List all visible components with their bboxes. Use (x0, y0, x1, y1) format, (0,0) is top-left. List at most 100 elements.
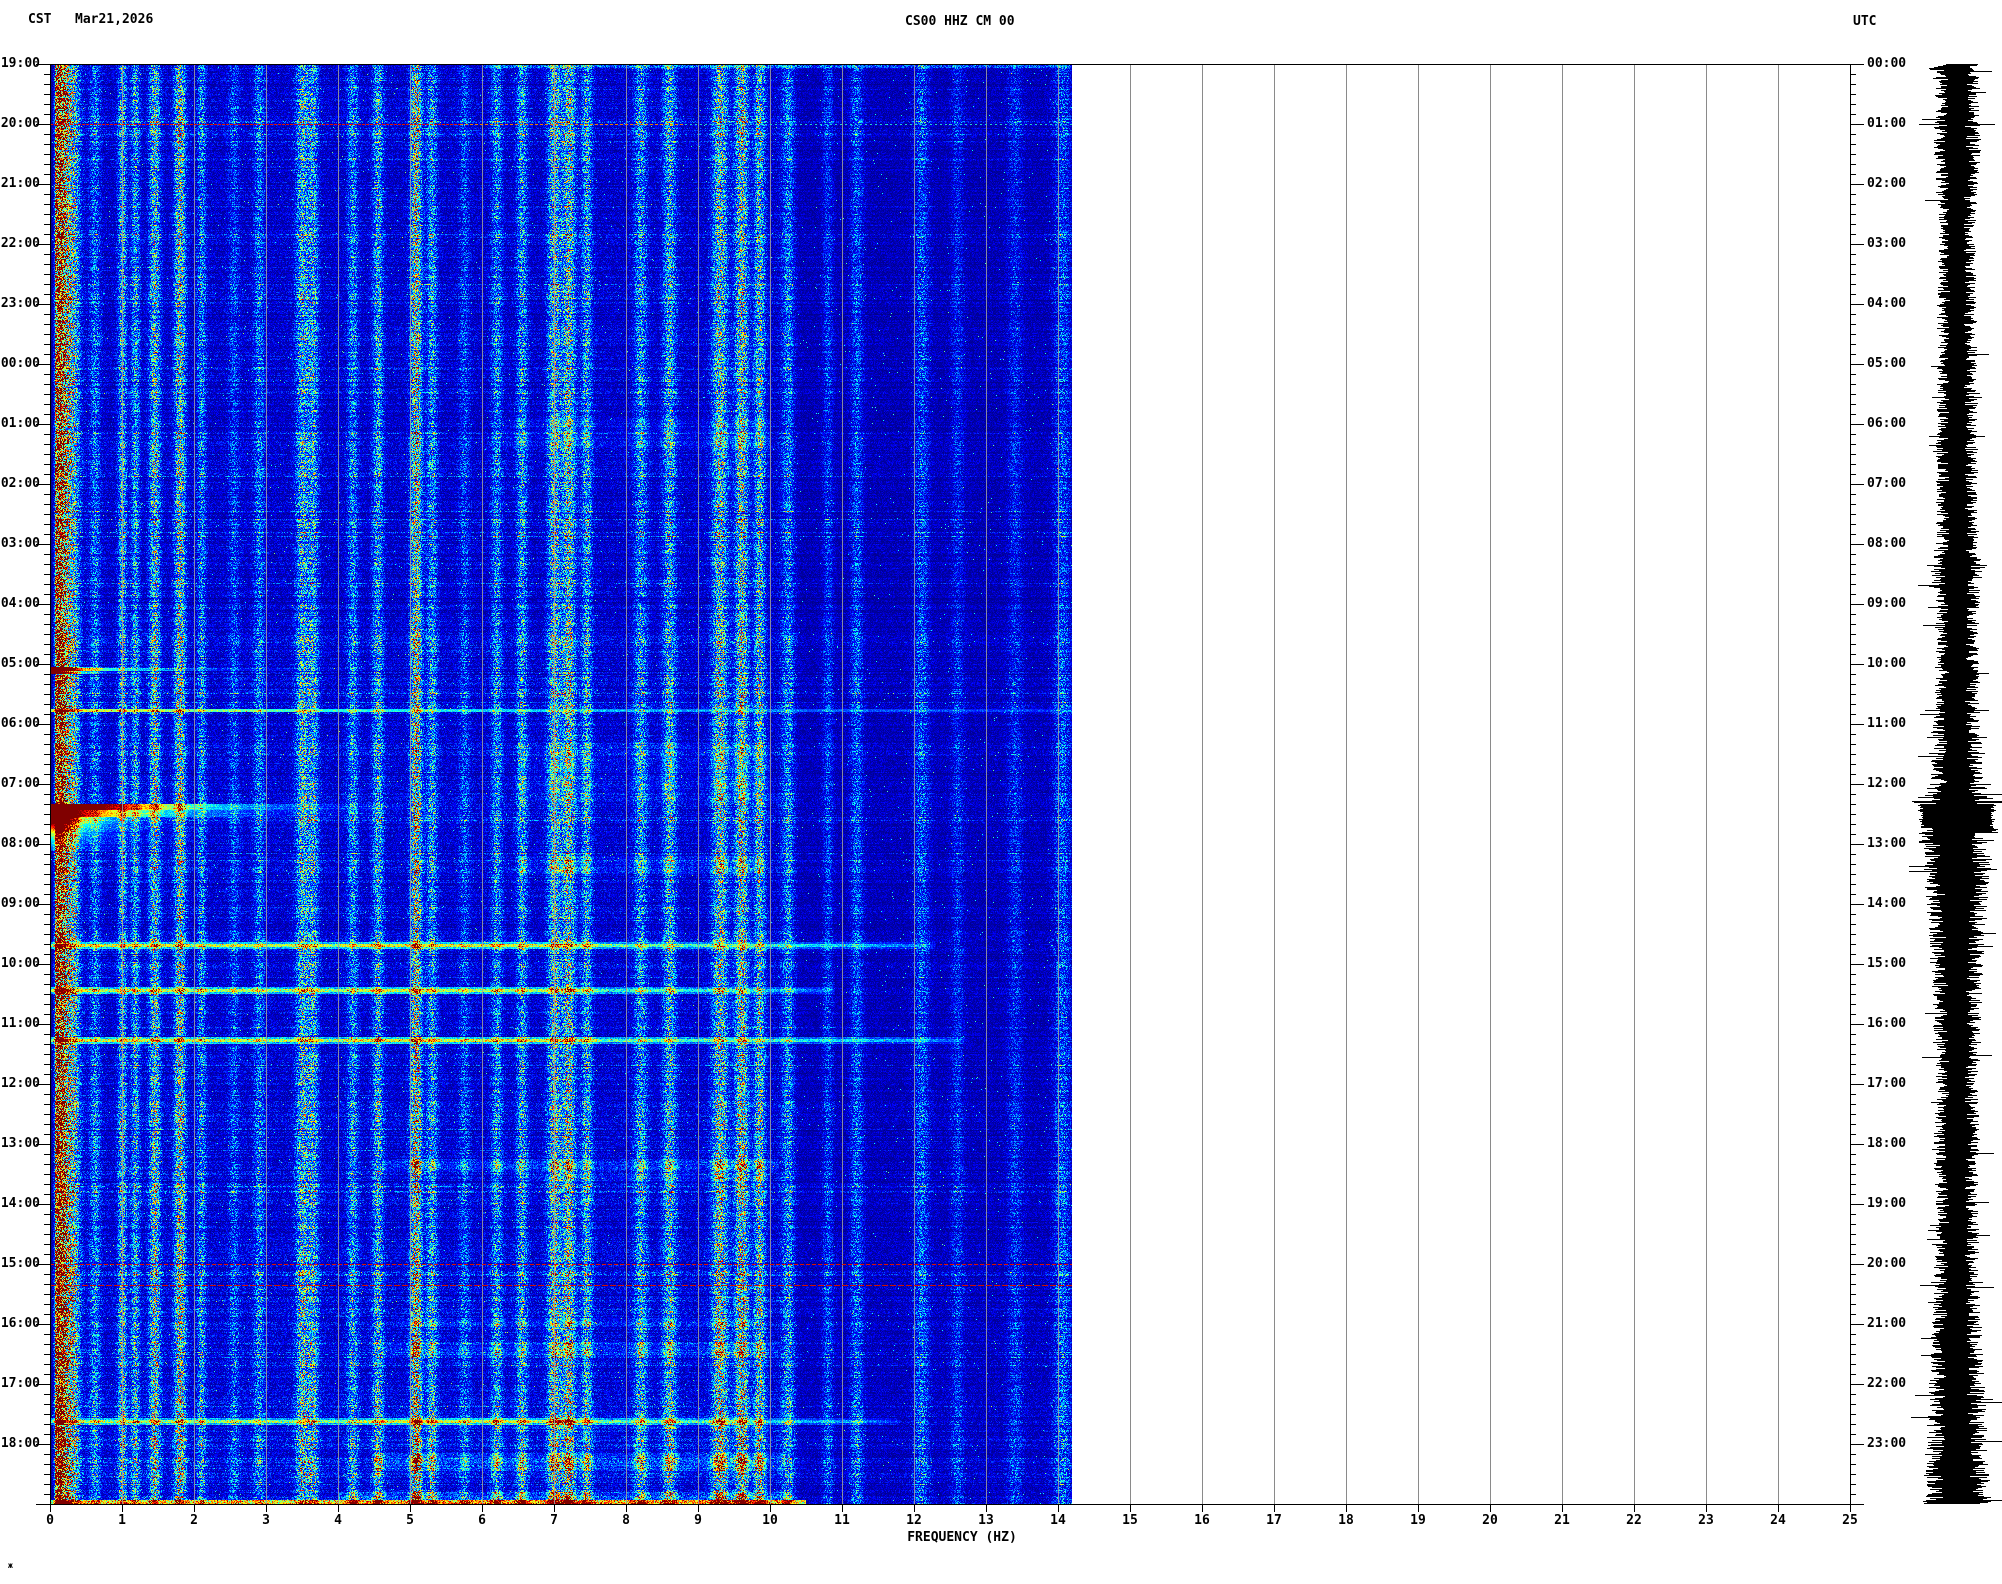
left-minor-tick (44, 1014, 50, 1015)
right-minor-tick (1850, 744, 1856, 745)
right-minor-tick (1850, 714, 1856, 715)
left-minor-tick (44, 874, 50, 875)
freq-tick (266, 1504, 267, 1512)
right-hour-tick (1850, 904, 1864, 905)
right-minor-tick (1850, 854, 1856, 855)
left-time-label: 02:00 (0, 476, 40, 491)
freq-tick (338, 1504, 339, 1512)
right-time-label: 04:00 (1867, 296, 1907, 311)
date-label: Mar21,2026 (75, 12, 154, 27)
right-time-label: 16:00 (1867, 1016, 1907, 1031)
left-minor-tick (44, 854, 50, 855)
timezone-right-label: UTC (1853, 14, 1877, 29)
left-minor-tick (44, 94, 50, 95)
right-minor-tick (1850, 934, 1856, 935)
freq-tick-label: 13 (978, 1513, 994, 1528)
right-minor-tick (1850, 954, 1856, 955)
right-minor-tick (1850, 504, 1856, 505)
left-minor-tick (44, 804, 50, 805)
left-minor-tick (44, 1224, 50, 1225)
left-time-label: 16:00 (0, 1316, 40, 1331)
left-time-label: 12:00 (0, 1076, 40, 1091)
left-time-label: 18:00 (0, 1436, 40, 1451)
right-minor-tick (1850, 794, 1856, 795)
left-minor-tick (44, 334, 50, 335)
left-minor-tick (44, 1484, 50, 1485)
freq-tick-label: 24 (1770, 1513, 1786, 1528)
left-minor-tick (44, 1164, 50, 1165)
freq-tick (554, 1504, 555, 1512)
right-hour-tick (1850, 124, 1864, 125)
freq-tick (1562, 1504, 1563, 1512)
right-minor-tick (1850, 1124, 1856, 1125)
left-minor-tick (44, 934, 50, 935)
left-minor-tick (44, 144, 50, 145)
left-hour-tick (36, 724, 50, 725)
left-time-label: 22:00 (0, 236, 40, 251)
left-minor-tick (44, 864, 50, 865)
right-hour-tick (1850, 1324, 1864, 1325)
right-hour-tick (1850, 244, 1864, 245)
right-minor-tick (1850, 134, 1856, 135)
right-minor-tick (1850, 574, 1856, 575)
freq-tick (842, 1504, 843, 1512)
freq-tick-label: 15 (1122, 1513, 1138, 1528)
right-minor-tick (1850, 384, 1856, 385)
right-time-label: 22:00 (1867, 1376, 1907, 1391)
plot-border-right (1850, 64, 1851, 1505)
left-minor-tick (44, 1494, 50, 1495)
right-minor-tick (1850, 1074, 1856, 1075)
left-minor-tick (44, 504, 50, 505)
left-minor-tick (44, 944, 50, 945)
left-minor-tick (44, 924, 50, 925)
freq-tick (1634, 1504, 1635, 1512)
right-minor-tick (1850, 534, 1856, 535)
right-time-label: 07:00 (1867, 476, 1907, 491)
right-hour-tick (1850, 1264, 1864, 1265)
right-minor-tick (1850, 334, 1856, 335)
left-minor-tick (44, 1454, 50, 1455)
left-minor-tick (44, 1054, 50, 1055)
freq-tick-label: 4 (334, 1513, 342, 1528)
left-minor-tick (44, 894, 50, 895)
left-minor-tick (44, 624, 50, 625)
left-minor-tick (44, 1104, 50, 1105)
left-minor-tick (44, 794, 50, 795)
right-minor-tick (1850, 1484, 1856, 1485)
right-minor-tick (1850, 284, 1856, 285)
gridline-19hz (1418, 64, 1419, 1504)
left-hour-tick (36, 1084, 50, 1085)
right-minor-tick (1850, 1044, 1856, 1045)
right-minor-tick (1850, 104, 1856, 105)
right-minor-tick (1850, 414, 1856, 415)
right-minor-tick (1850, 1164, 1856, 1165)
right-minor-tick (1850, 764, 1856, 765)
right-time-label: 01:00 (1867, 116, 1907, 131)
left-minor-tick (44, 714, 50, 715)
right-minor-tick (1850, 944, 1856, 945)
left-minor-tick (44, 734, 50, 735)
left-hour-tick (36, 1324, 50, 1325)
right-minor-tick (1850, 984, 1856, 985)
freq-tick-label: 14 (1050, 1513, 1066, 1528)
freq-tick (626, 1504, 627, 1512)
right-minor-tick (1850, 654, 1856, 655)
plot-border-bottom (50, 1504, 1851, 1505)
freq-tick-label: 7 (550, 1513, 558, 1528)
left-minor-tick (44, 834, 50, 835)
right-minor-tick (1850, 1304, 1856, 1305)
left-minor-tick (44, 404, 50, 405)
left-minor-tick (44, 564, 50, 565)
left-minor-tick (44, 1294, 50, 1295)
left-minor-tick (44, 104, 50, 105)
spectrogram-canvas (50, 64, 1072, 1504)
right-hour-tick (1850, 364, 1864, 365)
left-hour-tick (36, 1264, 50, 1265)
right-minor-tick (1850, 264, 1856, 265)
left-hour-tick (36, 64, 50, 65)
left-minor-tick (44, 1404, 50, 1405)
right-time-label: 14:00 (1867, 896, 1907, 911)
left-minor-tick (44, 434, 50, 435)
left-minor-tick (44, 1354, 50, 1355)
left-minor-tick (44, 614, 50, 615)
